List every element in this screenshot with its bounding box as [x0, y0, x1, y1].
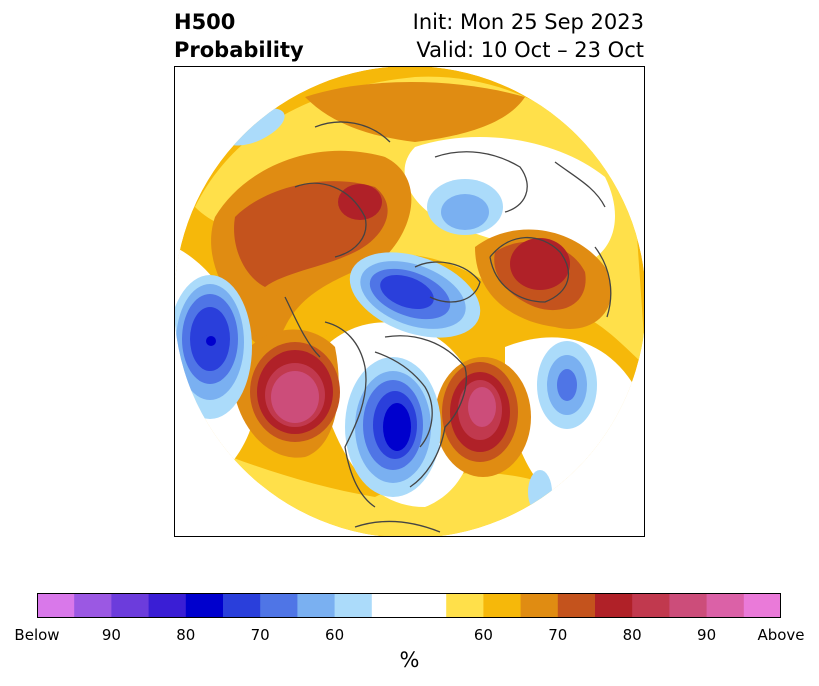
- colorbar-swatch: [37, 593, 75, 618]
- init-date: Init: Mon 25 Sep 2023: [412, 10, 644, 34]
- colorbar-swatch: [632, 593, 670, 618]
- anomaly-region: [338, 184, 382, 220]
- probability-map: [174, 66, 645, 537]
- colorbar-tick-label: 60: [325, 626, 345, 644]
- colorbar-swatch: [520, 593, 559, 618]
- colorbar-swatch: [74, 593, 112, 618]
- anomaly-region: [380, 274, 434, 310]
- colorbar-tick-label: Above: [757, 626, 805, 644]
- colorbar-swatch: [148, 593, 187, 618]
- date-info: Init: Mon 25 Sep 2023 Valid: 10 Oct – 23…: [413, 8, 644, 64]
- colorbar-tick-label: 60: [473, 626, 493, 644]
- colorbar-tick-label: 90: [101, 626, 121, 644]
- colorbar-swatch: [371, 593, 410, 618]
- colorbar-swatch: [223, 593, 261, 618]
- anomaly-region: [441, 194, 489, 230]
- colorbar-ticks: Below 90 80 70 60 60 70 80 90 Above: [0, 626, 819, 646]
- colorbar-swatch: [334, 593, 373, 618]
- colorbar-border: [37, 593, 781, 618]
- colorbar-tick-label: 70: [250, 626, 270, 644]
- colorbar-swatch: [595, 593, 633, 618]
- colorbar-swatch: [743, 593, 781, 618]
- colorbar-tick-label: 80: [622, 626, 642, 644]
- anomaly-region: [305, 82, 525, 142]
- colorbar-swatch: [706, 593, 745, 618]
- colorbar-unit: %: [399, 648, 420, 672]
- polar-map-svg: [175, 67, 644, 536]
- anomaly-region: [383, 403, 411, 451]
- colorbar-tick-label: Below: [14, 626, 60, 644]
- colorbar-swatch: [409, 593, 447, 618]
- colorbar-swatch: [260, 593, 298, 618]
- colorbar-swatch: [669, 593, 708, 618]
- anomaly-region: [528, 470, 552, 514]
- valid-range: Valid: 10 Oct – 23 Oct: [416, 38, 644, 62]
- colorbar-swatch: [185, 593, 224, 618]
- colorbar-svg: [37, 593, 781, 618]
- colorbar-swatch: [557, 593, 596, 618]
- anomaly-region: [468, 387, 496, 427]
- title-subtitle: Probability: [174, 38, 304, 62]
- colorbar-tick-label: 70: [548, 626, 568, 644]
- anomaly-region: [557, 369, 577, 401]
- colorbar-swatch: [483, 593, 522, 618]
- anomaly-region: [510, 238, 570, 290]
- neutral-region: [404, 137, 615, 267]
- colorbar-tick-label: 90: [697, 626, 717, 644]
- anomaly-region: [206, 336, 216, 346]
- colorbar-swatch: [446, 593, 484, 618]
- chart-title: H500 Probability: [174, 8, 304, 64]
- colorbar: [37, 593, 781, 618]
- colorbar-swatch: [111, 593, 150, 618]
- colorbar-swatch: [297, 593, 336, 618]
- colorbar-tick-label: 80: [176, 626, 196, 644]
- coastlines: [284, 121, 612, 533]
- title-variable: H500: [174, 10, 236, 34]
- anomaly-region: [271, 371, 319, 423]
